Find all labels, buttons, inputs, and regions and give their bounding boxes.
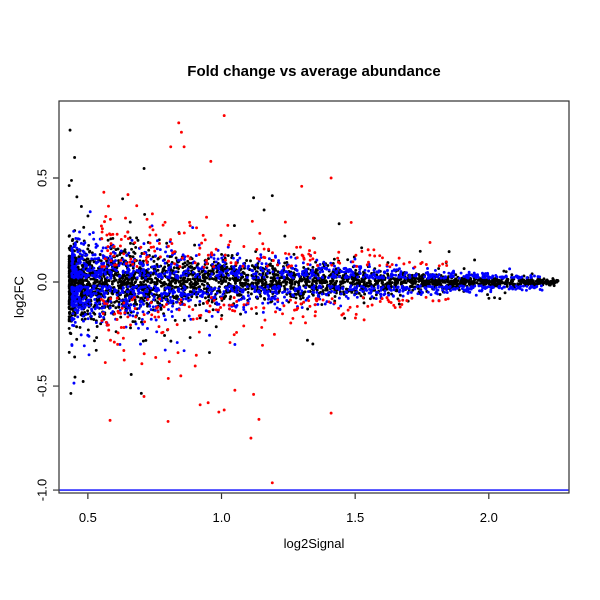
- x-tick-label: 1.0: [212, 510, 231, 525]
- y-tick-label: -0.5: [34, 374, 50, 398]
- x-tick-label: 1.5: [346, 510, 365, 525]
- y-tick-label: 0.5: [34, 168, 50, 188]
- y-tick-label: -1.0: [34, 478, 50, 502]
- x-tick-label: 0.5: [78, 510, 97, 525]
- x-tick-label: 2.0: [479, 510, 498, 525]
- y-axis-label: log2FC: [11, 276, 27, 318]
- y-tick-label: 0.0: [34, 272, 50, 292]
- x-axis-label: log2Signal: [283, 536, 345, 551]
